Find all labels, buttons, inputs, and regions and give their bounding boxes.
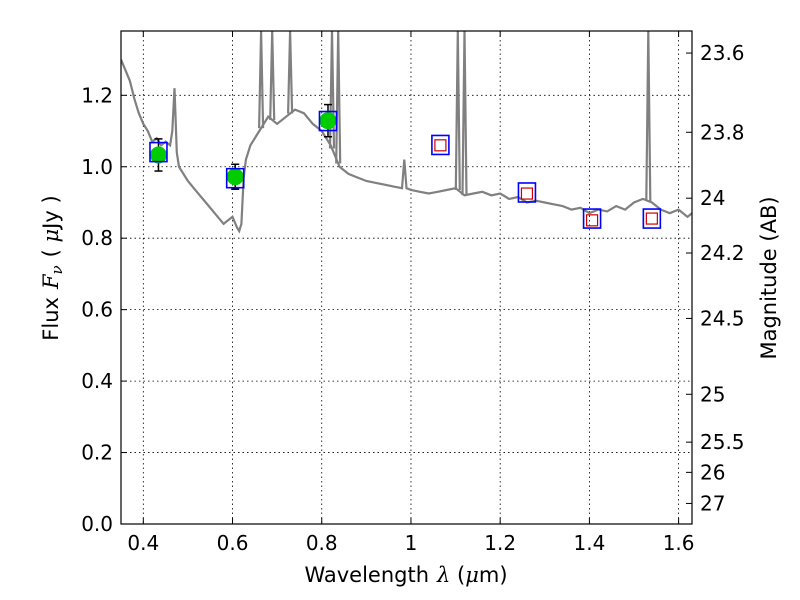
y-tick-label: 0.6 bbox=[81, 298, 113, 322]
upper-limit-square bbox=[434, 139, 447, 152]
model-photometry-square bbox=[225, 167, 245, 189]
right-tick-label: 24 bbox=[700, 186, 725, 210]
emission-spike bbox=[335, 31, 342, 164]
emission-spike bbox=[645, 31, 652, 202]
y-tick-label: 0.0 bbox=[81, 512, 113, 536]
x-tick-label: 0.6 bbox=[217, 531, 249, 555]
right-tick-label: 23.8 bbox=[700, 120, 745, 144]
right-tick-label: 26 bbox=[700, 460, 725, 484]
x-tick-label: 0.8 bbox=[306, 531, 338, 555]
emission-spike bbox=[454, 31, 461, 191]
detection-point bbox=[149, 146, 167, 164]
x-tick-label: 1.2 bbox=[484, 531, 516, 555]
spectrum-layer bbox=[121, 31, 692, 234]
plot-frame bbox=[120, 30, 693, 525]
y-tick-label: 0.2 bbox=[81, 441, 113, 465]
emission-spike bbox=[461, 31, 468, 196]
y-axis-title: FluxFν( μJy ) bbox=[39, 195, 66, 340]
tick-layer: 0.4 0.6 0.8 1 1.2 1.4 1.6 0.0 0.2 0.4 0.6 0.8 1.0 1.2… bbox=[81, 31, 745, 555]
y-tick-label: 1.0 bbox=[81, 155, 113, 179]
model-photometry-square bbox=[582, 208, 602, 229]
y-tick-label: 0.4 bbox=[81, 369, 113, 393]
model-photometry-square bbox=[642, 208, 662, 229]
right-axis-title: Magnitude (AB) bbox=[757, 196, 781, 359]
x-tick-label: 1 bbox=[405, 531, 418, 555]
right-tick-label: 24.5 bbox=[700, 306, 745, 330]
model-photometry-square bbox=[318, 110, 338, 132]
right-tick-label: 27 bbox=[700, 491, 725, 515]
x-axis-title: Wavelength λ (μm) bbox=[304, 563, 507, 587]
detection-point bbox=[226, 168, 244, 186]
emission-spike bbox=[269, 31, 276, 121]
grid-lines bbox=[121, 31, 692, 525]
detection-point bbox=[319, 112, 337, 130]
y-tick-label: 1.2 bbox=[81, 83, 113, 107]
model-photometry-square bbox=[517, 182, 537, 203]
marker-layer bbox=[149, 103, 662, 229]
right-tick-label: 23.6 bbox=[700, 41, 745, 65]
model-photometry-square bbox=[149, 141, 168, 163]
right-tick-label: 24.2 bbox=[700, 241, 745, 265]
spectrum-line bbox=[121, 59, 692, 234]
emission-spike bbox=[258, 31, 265, 129]
x-tick-label: 0.4 bbox=[127, 531, 159, 555]
emission-spike bbox=[287, 31, 294, 114]
upper-limit-square bbox=[645, 212, 658, 225]
x-tick-label: 1.4 bbox=[573, 531, 605, 555]
model-photometry-square bbox=[431, 134, 450, 156]
upper-limit-square bbox=[520, 187, 534, 200]
emission-spike bbox=[328, 31, 336, 149]
right-tick-label: 25 bbox=[700, 382, 725, 406]
upper-limit-square bbox=[585, 214, 599, 227]
right-tick-label: 25.5 bbox=[700, 430, 745, 454]
x-tick-label: 1.6 bbox=[663, 531, 695, 555]
y-tick-label: 0.8 bbox=[81, 226, 113, 250]
